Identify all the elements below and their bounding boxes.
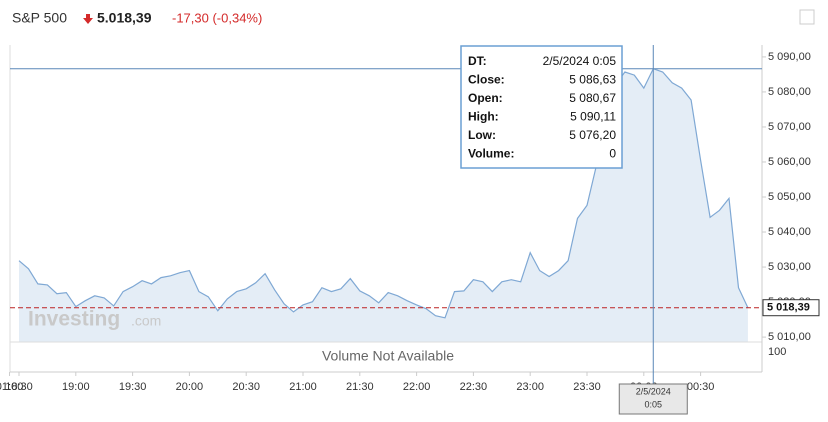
crosshair-x-box <box>618 383 688 415</box>
crosshair-x-label: 2/5/2024 <box>636 386 671 396</box>
down-arrow <box>83 14 93 24</box>
change: -17,30 (-0,34%) <box>172 10 262 25</box>
price: 5.018,39 <box>97 10 152 26</box>
watermark: .com <box>131 313 161 329</box>
x-tick-label: 23:30 <box>573 381 601 393</box>
price-line <box>18 67 749 319</box>
x-tick-label: 01:00 <box>0 381 23 393</box>
y-tick-label: 5 010,00 <box>768 331 811 343</box>
tooltip-key: Volume: <box>468 147 514 161</box>
x-tick-label: 19:00 <box>62 381 90 393</box>
x-tick-label: 23:00 <box>516 381 544 393</box>
tooltip-value: 5 076,20 <box>569 128 616 142</box>
x-tick-label: 18:30 <box>5 381 33 393</box>
crosshair-x-label: 0:05 <box>645 399 663 409</box>
last-price-label: 5 018,39 <box>767 302 810 314</box>
x-tick-label: 22:30 <box>460 381 488 393</box>
x-tick-label: 22:00 <box>403 381 431 393</box>
tooltip-key: Open: <box>468 91 503 105</box>
tooltip-value: 5 086,63 <box>569 73 616 87</box>
tooltip-key: Low: <box>468 128 496 142</box>
x-tick-label: 21:00 <box>289 381 317 393</box>
volume-note: Volume Not Available <box>322 348 454 364</box>
y-tick-label: 5 080,00 <box>768 86 811 98</box>
tooltip-value: 5 080,67 <box>569 91 616 105</box>
x-tick-label: 19:30 <box>119 381 147 393</box>
tooltip-value: 2/5/2024 0:05 <box>543 54 617 68</box>
instrument-name: S&P 500 <box>12 10 67 26</box>
x-tick-label: 00:30 <box>687 381 715 393</box>
y-tick-label: 5 060,00 <box>768 156 811 168</box>
tooltip-key: DT: <box>468 54 487 68</box>
tooltip-box <box>460 45 623 169</box>
y-tick-label: 5 070,00 <box>768 121 811 133</box>
tooltip-value: 0 <box>609 147 616 161</box>
tooltip-value: 5 090,11 <box>570 110 616 124</box>
y-tick-label: 5 030,00 <box>768 261 811 273</box>
last-price-box <box>762 299 820 317</box>
y-tick-label: 5 050,00 <box>768 191 811 203</box>
watermark: Investing <box>28 308 120 331</box>
expand-icon[interactable] <box>799 9 815 25</box>
x-tick-label: 21:30 <box>346 381 374 393</box>
area <box>19 68 748 342</box>
y-tick-label: 5 090,00 <box>768 51 811 63</box>
tooltip-key: Close: <box>468 73 505 87</box>
volume-tick-label: 100 <box>768 346 786 358</box>
tooltip-key: High: <box>468 110 499 124</box>
plot-area <box>18 67 749 342</box>
x-tick-label: 20:30 <box>232 381 260 393</box>
x-tick-label: 20:00 <box>176 381 204 393</box>
y-tick-label: 5 040,00 <box>768 226 811 238</box>
